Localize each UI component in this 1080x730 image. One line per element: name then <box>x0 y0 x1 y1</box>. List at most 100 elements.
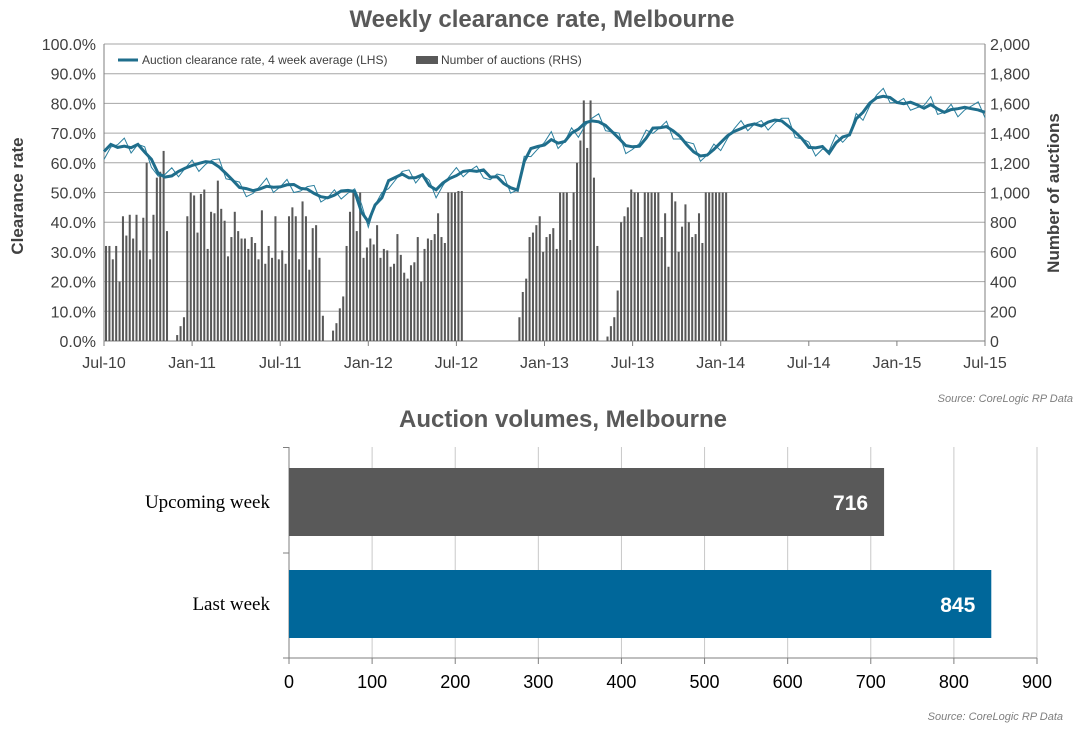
auction-bar <box>518 317 521 341</box>
chart2-x-axis: 0 100 200 300 400 500 600 700 800 900 <box>284 658 1052 692</box>
auction-bar <box>396 234 399 341</box>
auction-bar <box>613 317 616 341</box>
auction-bar <box>640 237 643 341</box>
auction-bar <box>430 240 433 341</box>
auction-bar <box>179 326 182 341</box>
auction-bar <box>660 237 663 341</box>
auction-bar <box>338 308 341 341</box>
auction-bar <box>647 192 650 341</box>
x-tick-label: Jan-12 <box>344 355 393 372</box>
auction-bar <box>633 192 636 341</box>
chart1-source: Source: CoreLogic RP Data <box>938 393 1073 405</box>
auction-bar <box>643 192 646 341</box>
auction-bar <box>437 213 440 341</box>
chart1-gridlines <box>103 43 986 342</box>
auction-bar <box>369 238 372 341</box>
x-tick-label: 600 <box>773 672 803 692</box>
auction-bar <box>196 232 199 341</box>
chart1-clearance-rate-line <box>102 94 986 226</box>
auction-bar <box>454 192 457 341</box>
auction-bar <box>657 192 660 341</box>
auction-bar <box>308 269 311 341</box>
auction-bar <box>579 140 582 341</box>
auction-bar <box>670 192 673 341</box>
auction-bar <box>260 210 263 341</box>
auction-bar <box>684 204 687 341</box>
auction-bar <box>301 201 304 341</box>
auction-bar <box>267 245 270 341</box>
auction-bar <box>203 189 206 341</box>
x-tick-label: 800 <box>939 672 969 692</box>
auction-bar <box>111 259 114 341</box>
auction-bar <box>189 192 192 341</box>
x-tick-label: Jul-10 <box>82 355 126 372</box>
auction-bar <box>176 335 179 341</box>
auction-bar <box>457 191 460 341</box>
auction-bar <box>528 237 531 341</box>
auction-bar <box>365 247 368 341</box>
auction-bar <box>382 248 385 341</box>
legend-bar-swatch <box>416 56 438 64</box>
auction-bar <box>413 262 416 341</box>
auction-bar <box>681 226 684 341</box>
y2-tick-label: 1,000 <box>990 186 1030 203</box>
auction-bar <box>531 232 534 341</box>
auction-bar <box>159 171 162 341</box>
auction-bar <box>149 259 152 341</box>
auction-bar <box>220 208 223 341</box>
x-tick-label: Jul-13 <box>611 355 655 372</box>
auction-bar <box>298 259 301 341</box>
y2-tick-label: 0 <box>990 334 999 351</box>
auction-bar <box>535 225 538 341</box>
auction-bar <box>237 231 240 341</box>
y-tick-label: 30.0% <box>51 245 96 262</box>
auction-bar <box>321 315 324 341</box>
auction-bar <box>708 192 711 341</box>
auction-bar <box>589 100 592 342</box>
auction-bar <box>362 257 365 341</box>
auction-bar <box>132 238 135 341</box>
y-tick-label: 0.0% <box>60 334 96 351</box>
auction-bar <box>311 228 314 341</box>
auction-bar <box>379 257 382 341</box>
auction-bar <box>332 330 335 341</box>
y2-tick-label: 1,200 <box>990 156 1030 173</box>
legend-label-clearance: Auction clearance rate, 4 week average (… <box>142 53 387 67</box>
chart1-auction-bars <box>105 100 728 342</box>
y2-tick-label: 2,000 <box>990 37 1030 54</box>
auction-bar <box>226 256 230 341</box>
chart1-title: Weekly clearance rate, Melbourne <box>349 6 734 33</box>
auction-bar <box>193 195 196 341</box>
auction-bar <box>355 231 358 341</box>
auction-bar <box>281 250 284 341</box>
auction-bar <box>650 192 653 341</box>
auction-bar <box>257 259 260 341</box>
auction-bar <box>711 192 714 341</box>
auction-bar <box>592 177 595 341</box>
y2-tick-label: 400 <box>990 275 1017 292</box>
auction-bar <box>664 213 667 341</box>
y-tick-label: 40.0% <box>51 215 96 232</box>
auction-bar <box>213 213 216 341</box>
x-tick-label: 900 <box>1022 672 1052 692</box>
x-tick-label: Jul-12 <box>435 355 479 372</box>
auction-bar <box>155 177 158 341</box>
auction-bar <box>271 257 274 341</box>
auction-bar <box>701 242 704 341</box>
x-tick-label: 200 <box>440 672 470 692</box>
x-tick-label: 500 <box>690 672 720 692</box>
auction-bar <box>667 266 670 341</box>
auction-bar <box>565 192 568 341</box>
bar-upcoming-week <box>289 468 885 536</box>
y-tick-label: 50.0% <box>51 186 96 203</box>
auction-bar <box>575 162 579 341</box>
auction-bar <box>420 281 423 341</box>
y-tick-label: 100.0% <box>42 37 96 54</box>
bar-last-week <box>289 570 992 638</box>
auction-bar <box>609 326 612 341</box>
chart1-weekly-clearance-line <box>103 87 986 229</box>
auction-bar <box>118 281 121 341</box>
x-tick-label: Jul-15 <box>963 355 1007 372</box>
chart1-y2-axis-label: Number of auctions <box>1044 113 1063 273</box>
